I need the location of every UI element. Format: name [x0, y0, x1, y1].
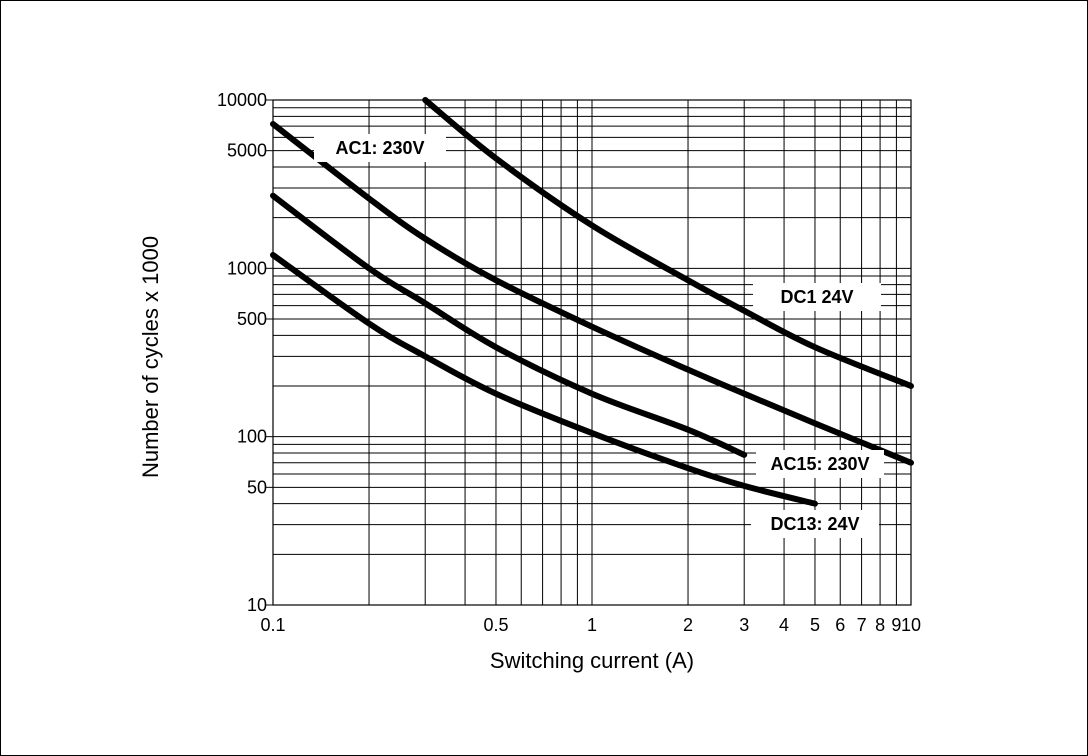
x-tick-label: 3	[739, 615, 749, 635]
y-tick-label: 1000	[227, 258, 267, 278]
x-tick-label: 9	[891, 615, 901, 635]
x-tick-label: 6	[835, 615, 845, 635]
plot-frame	[272, 99, 912, 606]
grid	[265, 99, 912, 606]
series-labels: DC1 24V AC1: 230V AC15: 230V DC13: 24V	[314, 134, 884, 538]
series-label: AC1: 230V	[335, 138, 424, 158]
series-line	[270, 252, 818, 507]
x-tick-label: 0.1	[260, 615, 285, 635]
x-tick-label: 7	[857, 615, 867, 635]
x-axis-title: Switching current (A)	[490, 648, 694, 673]
series-line	[422, 97, 914, 389]
series-label: DC13: 24V	[770, 514, 859, 534]
series-label-box	[314, 134, 446, 162]
x-tick-label: 1	[587, 615, 597, 635]
y-tick-label: 500	[237, 309, 267, 329]
series-label: DC1 24V	[780, 287, 853, 307]
y-tick-label: 50	[247, 477, 267, 497]
y-tick-label: 5000	[227, 141, 267, 161]
series-line	[270, 121, 914, 466]
series-label: AC15: 230V	[770, 454, 869, 474]
y-tick-label: 10	[247, 595, 267, 615]
x-tick-label: 0.5	[483, 615, 508, 635]
series-label-box	[753, 283, 881, 311]
x-tick-label: 8	[875, 615, 885, 635]
y-tick-label: 10000	[217, 90, 267, 110]
x-tick-label: 5	[810, 615, 820, 635]
series-line	[270, 192, 748, 458]
x-tick-label: 10	[901, 615, 921, 635]
series-label-box	[756, 450, 884, 478]
y-tick-label: 100	[237, 427, 267, 447]
x-tick-label: 2	[683, 615, 693, 635]
x-tick-label: 4	[779, 615, 789, 635]
y-axis-title: Number of cycles x 1000	[138, 236, 163, 478]
series-lines	[270, 97, 914, 507]
series-label-box	[751, 510, 879, 538]
